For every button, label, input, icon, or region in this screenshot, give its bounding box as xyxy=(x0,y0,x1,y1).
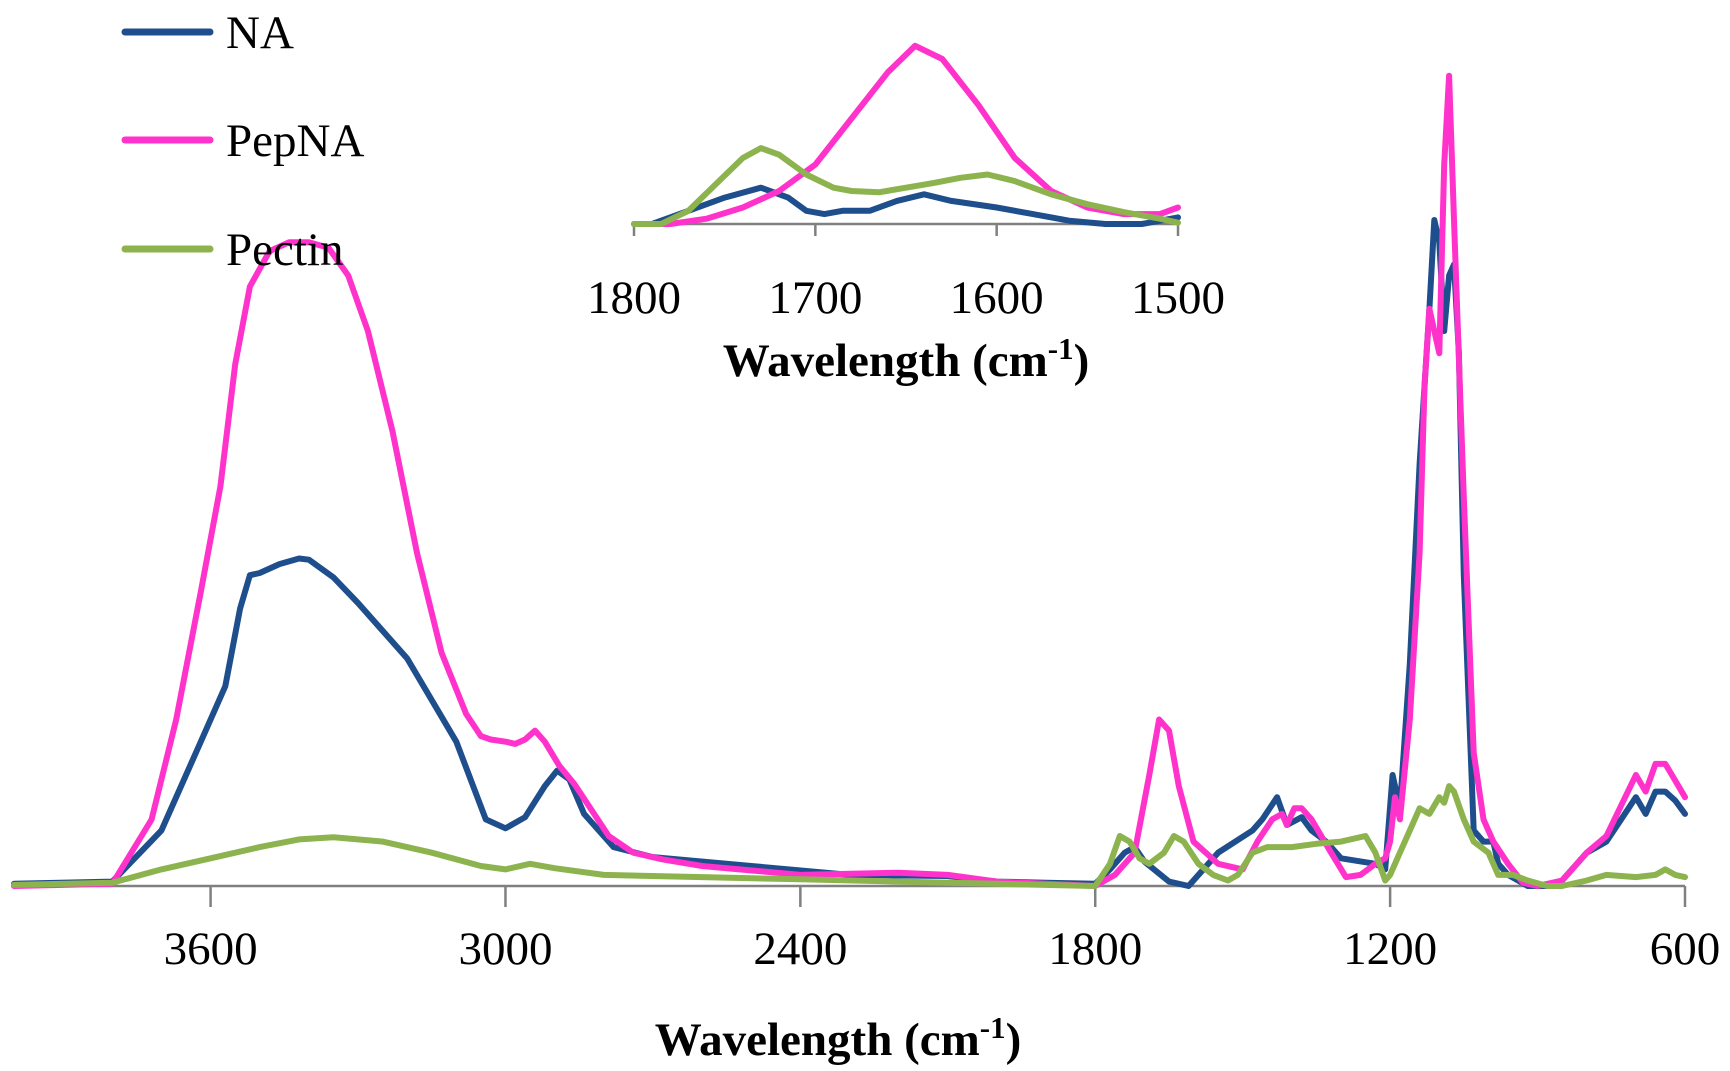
main-x-axis-label-close: ) xyxy=(1006,1014,1022,1066)
legend-label-na: NA xyxy=(226,7,294,59)
main-series-0-line xyxy=(11,217,1688,889)
main-x-tick-label-3: 1800 xyxy=(1048,923,1142,975)
main-x-tick-label-1: 3000 xyxy=(458,923,552,975)
legend-label-pepna: PepNA xyxy=(226,115,364,167)
inset-x-tick-label-2: 1600 xyxy=(950,272,1044,324)
main-x-tick-label-4: 1200 xyxy=(1343,923,1437,975)
main-x-axis-label: Wavelength (cm-1) xyxy=(655,1010,1022,1066)
main-series-1-line xyxy=(11,72,1688,889)
main-plot-area xyxy=(11,72,1688,889)
inset-x-tick-label-0: 1800 xyxy=(587,272,681,324)
main-x-tick-label-0: 3600 xyxy=(164,923,258,975)
legend: NA PepNA Pectin xyxy=(121,7,364,276)
inset-x-axis-label: Wavelength (cm-1) xyxy=(723,331,1090,387)
main-x-tick-label-5: 600 xyxy=(1650,923,1721,975)
main-x-tick-label-2: 2400 xyxy=(753,923,847,975)
inset-series-0-line xyxy=(631,184,1181,227)
inset-x-axis-ticks: 1800 1700 1600 1500 xyxy=(587,224,1225,324)
inset-plot-area xyxy=(631,42,1181,227)
main-series-2-line xyxy=(11,783,1688,889)
inset-x-tick-label-1: 1700 xyxy=(768,272,862,324)
inset-series-2-line xyxy=(631,145,1181,227)
inset-x-axis-label-close: ) xyxy=(1074,335,1090,387)
main-x-axis-label-superscript: -1 xyxy=(980,1010,1006,1045)
inset-x-axis-label-superscript: -1 xyxy=(1048,331,1074,366)
main-x-axis-ticks: 3600 3000 2400 1800 1200 600 xyxy=(164,886,1721,975)
legend-label-pectin: Pectin xyxy=(226,224,343,276)
inset-x-tick-label-3: 1500 xyxy=(1131,272,1225,324)
